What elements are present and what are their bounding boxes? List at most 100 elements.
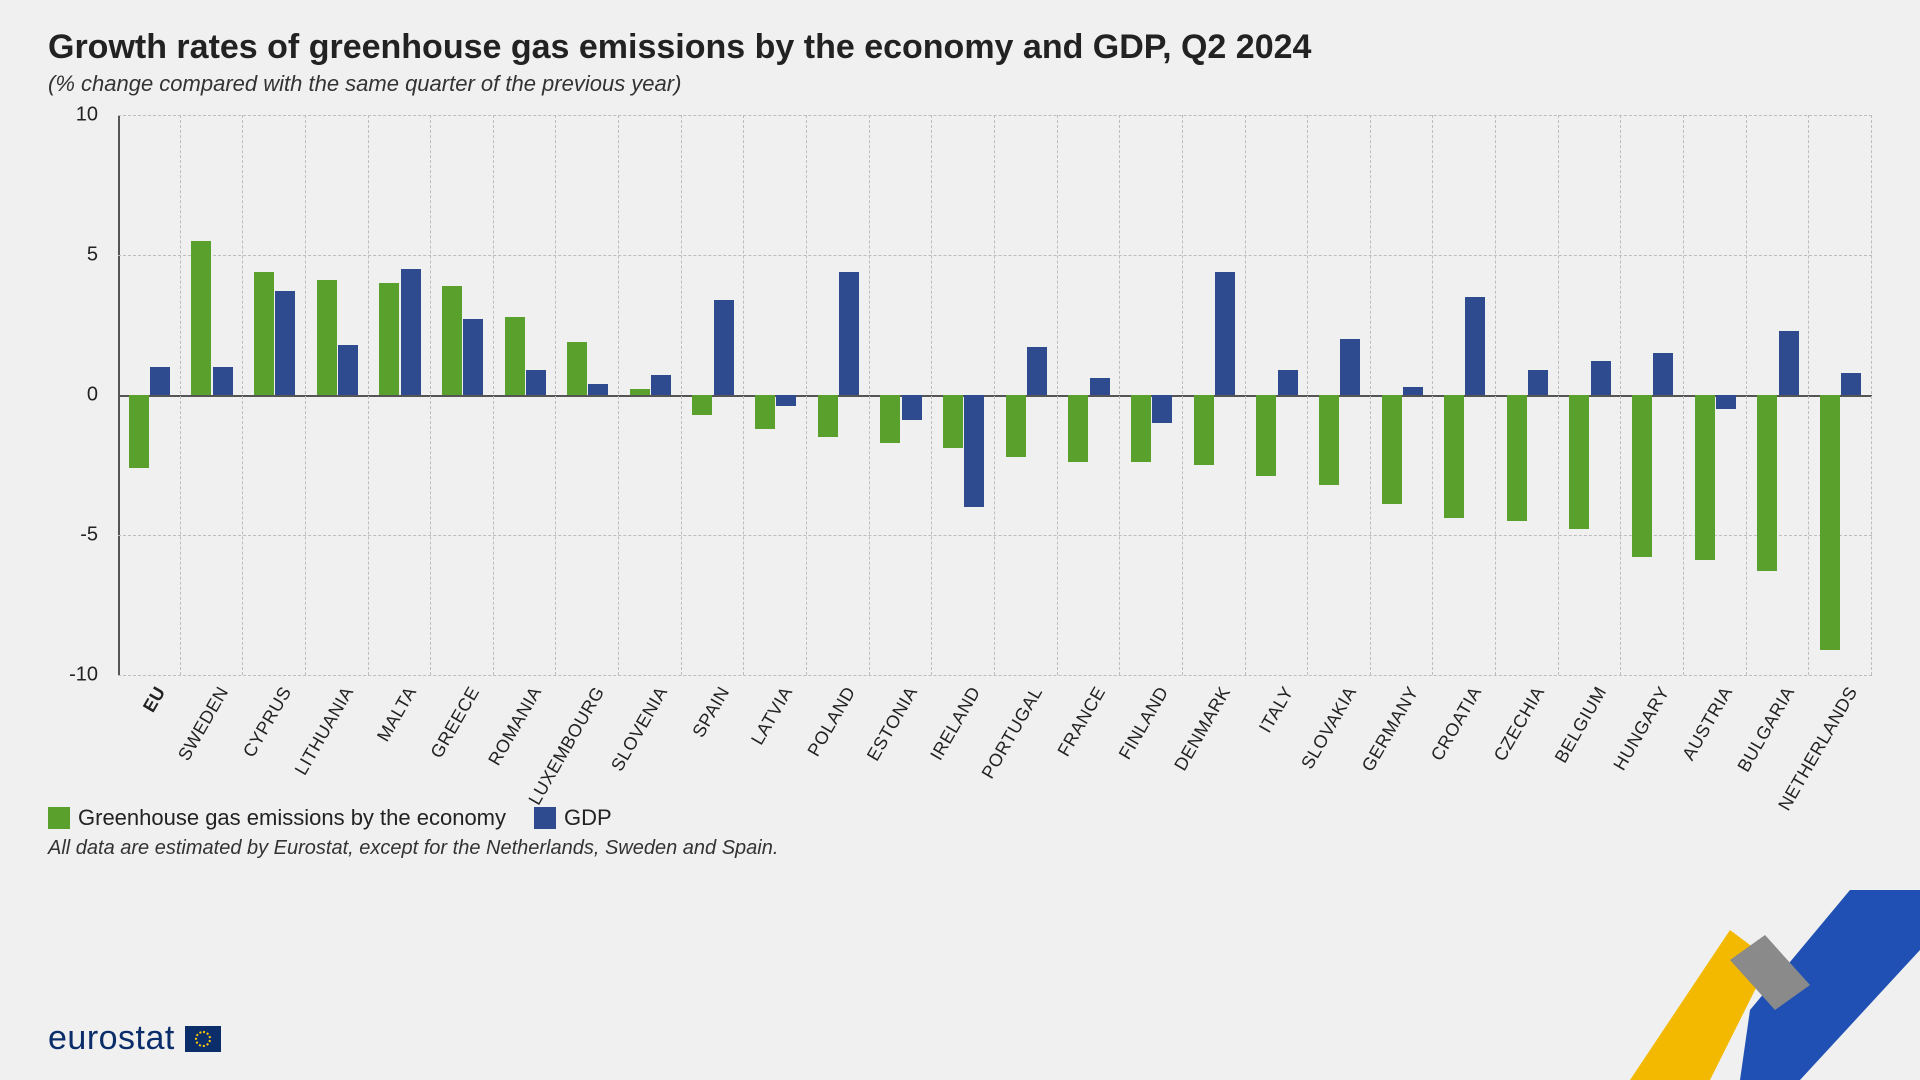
gdp-bar: [1215, 272, 1235, 395]
x-tick-label: Ireland: [926, 683, 985, 764]
decorative-checkmark-icon: [1600, 890, 1920, 1080]
y-tick-label: -10: [69, 664, 98, 687]
y-tick-label: 0: [87, 384, 98, 407]
category-slot: [243, 115, 306, 675]
gdp-bar: [1465, 297, 1485, 395]
gdp-bar: [275, 291, 295, 395]
y-tick-label: -5: [80, 524, 98, 547]
gdp-bar: [150, 367, 170, 395]
category-slot: [1058, 115, 1121, 675]
x-tick-label: Spain: [689, 683, 735, 741]
ghg-bar: [1757, 395, 1777, 571]
chart-container: Growth rates of greenhouse gas emissions…: [0, 0, 1920, 1080]
ghg-bar: [1068, 395, 1088, 462]
x-tick-label: Bulgaria: [1734, 683, 1800, 776]
x-tick-label: Latvia: [747, 683, 797, 749]
ghg-bar: [1256, 395, 1276, 476]
gdp-bar: [1340, 339, 1360, 395]
category-slot: [1371, 115, 1434, 675]
category-slot: [1183, 115, 1246, 675]
category-slot: [682, 115, 745, 675]
category-slot: [369, 115, 432, 675]
category-slot: [306, 115, 369, 675]
gdp-bar: [964, 395, 984, 507]
legend: Greenhouse gas emissions by the economy G…: [48, 805, 1872, 831]
x-tick-label: Slovenia: [607, 683, 672, 775]
gdp-bar: [1841, 373, 1861, 395]
chart-subtitle: (% change compared with the same quarter…: [48, 71, 1872, 97]
category-slot: [1308, 115, 1371, 675]
ghg-bar: [1820, 395, 1840, 650]
ghg-bar: [818, 395, 838, 437]
gdp-bar: [463, 319, 483, 395]
legend-label: Greenhouse gas emissions by the economy: [78, 805, 506, 831]
category-slot: [494, 115, 557, 675]
x-tick-label: Austria: [1678, 683, 1737, 764]
ghg-bar: [1382, 395, 1402, 504]
x-tick-label: Poland: [803, 683, 860, 760]
x-tick-label: Cyprus: [239, 683, 296, 761]
ghg-bar: [254, 272, 274, 395]
gdp-bar: [526, 370, 546, 395]
category-slot: [1496, 115, 1559, 675]
legend-swatch: [48, 807, 70, 829]
ghg-bar: [1131, 395, 1151, 462]
gdp-bar: [588, 384, 608, 395]
ghg-bar: [943, 395, 963, 448]
category-slot: [619, 115, 682, 675]
gdp-bar: [1716, 395, 1736, 409]
x-tick-label: Sweden: [174, 683, 233, 765]
category-slot: [1809, 115, 1872, 675]
legend-item-ghg: Greenhouse gas emissions by the economy: [48, 805, 506, 831]
category-slot: [431, 115, 494, 675]
category-slot: [118, 115, 181, 675]
category-slot: [1434, 115, 1497, 675]
gdp-bar: [714, 300, 734, 395]
ghg-bar: [317, 280, 337, 395]
footnote: All data are estimated by Eurostat, exce…: [48, 837, 1872, 860]
x-tick-label: Finland: [1114, 683, 1172, 763]
x-tick-label: Malta: [373, 683, 421, 745]
plot-area: [118, 115, 1872, 675]
gdp-bar: [401, 269, 421, 395]
x-tick-label: EU: [139, 683, 170, 716]
ghg-bar: [1507, 395, 1527, 521]
gdp-bar: [213, 367, 233, 395]
chart-title: Growth rates of greenhouse gas emissions…: [48, 28, 1872, 67]
y-tick-label: 10: [76, 104, 98, 127]
ghg-bar: [1006, 395, 1026, 457]
category-slot: [1246, 115, 1309, 675]
x-tick-label: Denmark: [1171, 683, 1236, 774]
category-slot: [1559, 115, 1622, 675]
gdp-bar: [776, 395, 796, 406]
x-tick-label: France: [1054, 683, 1111, 760]
gdp-bar: [1653, 353, 1673, 395]
x-tick-label: Romania: [485, 683, 547, 769]
x-tick-label: Portugal: [978, 683, 1048, 782]
gdp-bar: [1779, 331, 1799, 395]
gdp-bar: [651, 375, 671, 395]
legend-swatch: [534, 807, 556, 829]
category-slot: [181, 115, 244, 675]
ghg-bar: [630, 389, 650, 395]
ghg-bar: [567, 342, 587, 395]
x-tick-label: Czechia: [1489, 683, 1548, 765]
gdp-bar: [338, 345, 358, 395]
legend-label: GDP: [564, 805, 612, 831]
category-slot: [557, 115, 620, 675]
ghg-bar: [755, 395, 775, 429]
gdp-bar: [1090, 378, 1110, 395]
ghg-bar: [1319, 395, 1339, 485]
eurostat-brand: eurostat: [48, 1019, 221, 1058]
x-tick-label: Greece: [426, 683, 484, 762]
gdp-bar: [902, 395, 922, 420]
gdp-bar: [1403, 387, 1423, 395]
ghg-bar: [191, 241, 211, 395]
gdp-bar: [1528, 370, 1548, 395]
x-tick-label: Croatia: [1427, 683, 1486, 765]
category-slot: [995, 115, 1058, 675]
brand-text: eurostat: [48, 1019, 175, 1058]
y-axis: -10-50510: [48, 115, 108, 675]
ghg-bar: [692, 395, 712, 415]
ghg-bar: [505, 317, 525, 395]
